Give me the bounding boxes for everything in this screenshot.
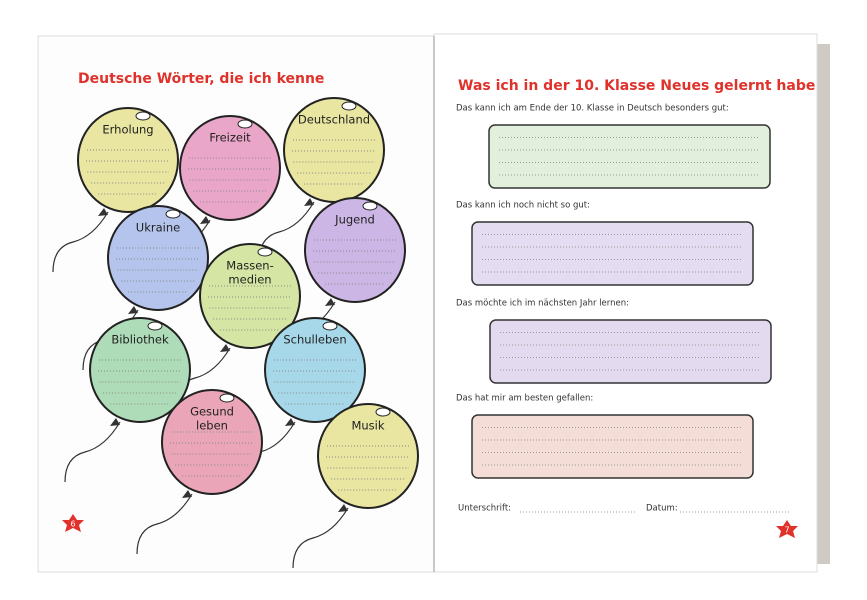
balloon-label: Bibliothek: [111, 333, 169, 347]
balloon-knot: [304, 198, 314, 206]
prompt: Das hat mir am besten gefallen:: [456, 394, 593, 404]
balloon-shine: [165, 209, 181, 219]
balloon-shine: [322, 321, 338, 331]
prompt: Das kann ich am Ende der 10. Klasse in D…: [456, 104, 729, 114]
balloon-label: Jugend: [334, 213, 375, 227]
balloon-shine: [362, 201, 378, 211]
balloon-label: leben: [196, 419, 228, 433]
balloon-shine: [341, 101, 357, 111]
balloon-shine: [147, 321, 163, 331]
left-title: Deutsche Wörter, die ich kenne: [78, 71, 324, 87]
balloon-knot: [200, 216, 210, 224]
balloon: [304, 197, 406, 303]
balloon-label: medien: [228, 273, 271, 287]
balloon-knot: [110, 418, 120, 426]
answer-box: [471, 414, 754, 479]
prompt: Das kann ich noch nicht so gut:: [456, 201, 590, 211]
balloon-knot: [98, 208, 108, 216]
balloon-string: [136, 493, 193, 555]
balloon-knot: [325, 298, 335, 306]
balloon-string: [292, 507, 349, 569]
balloon-label: Erholung: [102, 123, 153, 137]
answer-box: [488, 124, 771, 189]
balloon-label: Gesund: [190, 405, 234, 419]
balloon: [89, 317, 191, 423]
balloon-shine: [237, 119, 253, 129]
page-star: [776, 520, 798, 538]
balloon-label: Massen-: [226, 259, 273, 273]
balloon-label: Freizeit: [209, 131, 251, 145]
balloon-shine: [219, 393, 235, 403]
balloon-knot: [220, 344, 230, 352]
balloon-label: Musik: [351, 419, 384, 433]
balloon-knot: [182, 490, 192, 498]
page-number: 6: [70, 520, 75, 529]
balloon: [199, 243, 301, 349]
balloon-label: Ukraine: [136, 221, 180, 235]
balloon-string: [64, 421, 121, 483]
balloon-string: [52, 211, 109, 273]
balloon-label: Schulleben: [283, 333, 346, 347]
balloon: [107, 205, 209, 311]
date-label: Datum:: [646, 504, 678, 514]
page-star: [62, 514, 84, 532]
balloon-label: Deutschland: [298, 113, 370, 127]
answer-box: [471, 221, 754, 286]
answer-box: [489, 319, 772, 384]
signature-label: Unterschrift:: [458, 504, 511, 514]
balloon: [264, 317, 366, 423]
right-page: [433, 33, 818, 573]
balloon-shine: [375, 407, 391, 417]
page-number: 7: [784, 526, 789, 535]
balloon-knot: [338, 504, 348, 512]
prompt: Das möchte ich im nächsten Jahr lernen:: [456, 299, 629, 309]
balloon-shine: [135, 111, 151, 121]
right-title: Was ich in der 10. Klasse Neues gelernt …: [458, 78, 815, 94]
balloon-shine: [257, 247, 273, 257]
balloon-knot: [128, 306, 138, 314]
balloon: [179, 115, 281, 221]
balloon: [161, 389, 263, 495]
balloon: [77, 107, 179, 213]
balloon: [317, 403, 419, 509]
balloon-knot: [285, 418, 295, 426]
